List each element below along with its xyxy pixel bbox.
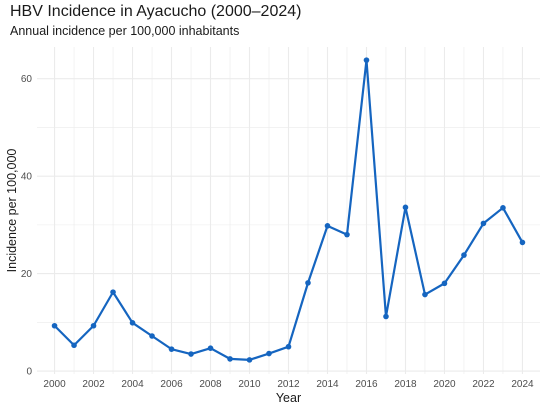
- data-point: [129, 320, 136, 326]
- chart-title: HBV Incidence in Ayacucho (2000–2024): [10, 3, 302, 20]
- y-tick-label: 0: [26, 367, 32, 378]
- data-point: [227, 356, 233, 362]
- data-point: [168, 346, 175, 352]
- x-tick-label: 2018: [394, 379, 417, 390]
- y-axis-title: Incidence per 100,000: [5, 149, 19, 273]
- data-point: [71, 342, 77, 349]
- x-tick-label: 2000: [43, 379, 66, 390]
- x-tick-label: 2024: [511, 379, 534, 390]
- x-tick-label: 2010: [238, 379, 261, 390]
- data-point: [402, 204, 409, 211]
- data-point: [480, 220, 487, 227]
- major-gridlines: [37, 47, 540, 374]
- data-point: [266, 350, 272, 357]
- x-tick-label: 2022: [472, 379, 495, 390]
- x-tick-label: 2012: [277, 379, 300, 390]
- data-point: [285, 343, 292, 350]
- data-point: [363, 57, 370, 63]
- data-point: [383, 313, 389, 320]
- x-axis-title: Year: [276, 391, 301, 405]
- x-tick-label: 2016: [355, 379, 378, 390]
- data-point: [149, 333, 155, 339]
- data-point: [441, 280, 448, 287]
- data-point: [422, 291, 428, 298]
- data-point: [344, 231, 350, 238]
- y-axis-ticks: 0 20 40 60: [21, 74, 33, 377]
- y-tick-label: 60: [21, 74, 33, 85]
- chart-subtitle: Annual incidence per 100,000 inhabitants: [10, 24, 240, 38]
- data-point: [461, 252, 467, 258]
- data-point: [324, 223, 331, 229]
- y-tick-label: 40: [21, 172, 33, 183]
- data-point: [90, 322, 97, 329]
- minor-gridlines: [37, 47, 540, 374]
- data-point: [51, 322, 58, 329]
- data-point: [500, 205, 506, 211]
- x-tick-label: 2008: [199, 379, 222, 390]
- data-point: [519, 239, 526, 246]
- data-point: [110, 289, 116, 295]
- y-tick-label: 20: [21, 269, 33, 280]
- x-tick-label: 2004: [121, 379, 144, 390]
- x-tick-label: 2002: [82, 379, 105, 390]
- x-tick-label: 2020: [433, 379, 456, 390]
- data-point: [207, 345, 214, 351]
- x-axis-ticks: 2000 2002 2004 2006 2008 2010 2012 2014 2016 2018…: [43, 379, 534, 390]
- data-point: [246, 357, 253, 363]
- data-point: [188, 351, 194, 357]
- data-point: [305, 280, 311, 286]
- x-tick-label: 2014: [316, 379, 339, 390]
- x-tick-label: 2006: [160, 379, 183, 390]
- series-incidence: [51, 57, 526, 363]
